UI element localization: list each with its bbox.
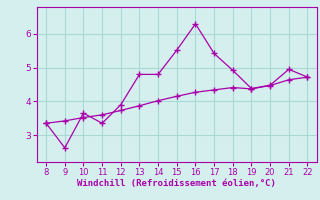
X-axis label: Windchill (Refroidissement éolien,°C): Windchill (Refroidissement éolien,°C) xyxy=(77,179,276,188)
